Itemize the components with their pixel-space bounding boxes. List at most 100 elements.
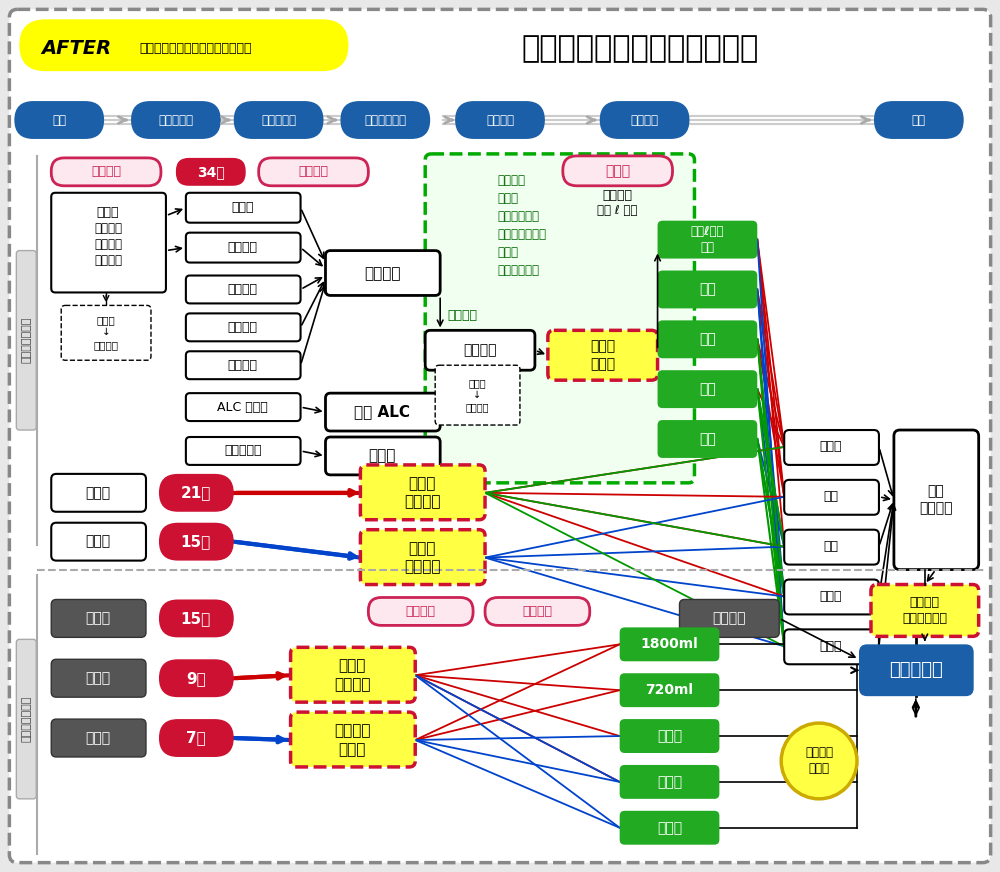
FancyBboxPatch shape (658, 270, 757, 309)
FancyBboxPatch shape (455, 101, 545, 139)
FancyBboxPatch shape (680, 599, 779, 637)
Text: 間接費: 間接費 (86, 535, 111, 548)
FancyBboxPatch shape (620, 627, 719, 661)
FancyBboxPatch shape (176, 158, 246, 186)
Text: 実際単価: 実際単価 (405, 605, 435, 618)
FancyBboxPatch shape (186, 351, 301, 379)
Text: 製成数量: 製成数量 (447, 309, 477, 322)
FancyBboxPatch shape (9, 10, 991, 862)
Text: 手詰め: 手詰め (657, 775, 682, 789)
Text: 受入数: 受入数 (231, 201, 254, 215)
Text: 人件費を
的確に: 人件費を 的確に (805, 746, 833, 775)
Text: 15％: 15％ (181, 611, 211, 626)
FancyBboxPatch shape (186, 393, 301, 421)
FancyBboxPatch shape (435, 365, 520, 425)
Text: 瓶形状別
効率性: 瓶形状別 効率性 (334, 723, 371, 757)
FancyBboxPatch shape (159, 719, 234, 757)
FancyBboxPatch shape (51, 158, 161, 186)
Text: ロ号: ロ号 (699, 283, 716, 296)
Text: 製品別原価: 製品別原価 (889, 661, 943, 679)
Text: 資材価格: 資材価格 (713, 611, 746, 625)
Text: 製成見込数量: 製成見込数量 (497, 210, 539, 223)
FancyBboxPatch shape (159, 599, 234, 637)
Text: 本醸造: 本醸造 (820, 590, 842, 603)
Text: 詰口: 詰口 (912, 113, 926, 126)
Text: 原料受払簿: 原料受払簿 (224, 445, 261, 458)
Text: 原料玄米: 原料玄米 (94, 222, 122, 235)
Text: 仕込配合表詳細: 仕込配合表詳細 (497, 228, 546, 242)
Text: 仕込別
酒種別: 仕込別 酒種別 (590, 339, 615, 371)
Text: 人件費: 人件費 (86, 486, 111, 500)
FancyBboxPatch shape (485, 597, 590, 625)
FancyBboxPatch shape (620, 765, 719, 799)
Circle shape (781, 723, 857, 799)
FancyBboxPatch shape (859, 644, 974, 696)
FancyBboxPatch shape (784, 630, 879, 664)
FancyBboxPatch shape (894, 430, 979, 569)
FancyBboxPatch shape (259, 158, 368, 186)
Text: 原料白米: 原料白米 (228, 283, 258, 296)
Text: 移動平均: 移動平均 (299, 166, 329, 179)
Text: 人件費: 人件費 (86, 671, 111, 685)
Text: 容器別
作業負荷: 容器別 作業負荷 (334, 658, 371, 692)
FancyBboxPatch shape (19, 19, 348, 72)
Text: 費用別
配賦基準: 費用別 配賦基準 (404, 541, 440, 575)
Text: パック: パック (657, 729, 682, 743)
Text: 拍数量
↓
副産物に: 拍数量 ↓ 副産物に (465, 378, 489, 412)
Text: AFTER: AFTER (41, 38, 111, 58)
FancyBboxPatch shape (425, 153, 694, 483)
FancyBboxPatch shape (51, 599, 146, 637)
FancyBboxPatch shape (784, 480, 879, 514)
Text: 15％: 15％ (181, 535, 211, 549)
Text: 米ぬか
↓
副産物に: 米ぬか ↓ 副産物に (94, 315, 119, 350)
FancyBboxPatch shape (325, 250, 440, 296)
FancyBboxPatch shape (658, 420, 757, 458)
FancyBboxPatch shape (51, 193, 166, 292)
FancyBboxPatch shape (131, 101, 221, 139)
FancyBboxPatch shape (14, 101, 104, 139)
Text: 720ml: 720ml (646, 683, 694, 698)
FancyBboxPatch shape (563, 156, 673, 186)
Text: 受入単価: 受入単価 (228, 241, 258, 254)
FancyBboxPatch shape (658, 221, 757, 259)
Text: 材料費: 材料費 (86, 611, 111, 625)
FancyBboxPatch shape (159, 473, 234, 512)
FancyBboxPatch shape (620, 811, 719, 845)
Text: 検定せん: 検定せん (486, 113, 514, 126)
Text: 間接費: 間接費 (86, 731, 111, 745)
Text: 原料合計: 原料合計 (463, 344, 497, 358)
Text: 普通酒: 普通酒 (820, 640, 842, 653)
Text: ALC 移動簿: ALC 移動簿 (217, 400, 268, 413)
FancyBboxPatch shape (51, 659, 146, 698)
Text: 詰口原価報告書: 詰口原価報告書 (21, 696, 31, 742)
Text: 吟醸: 吟醸 (824, 490, 839, 503)
FancyBboxPatch shape (784, 430, 879, 465)
Text: 乳酸等: 乳酸等 (369, 448, 396, 463)
FancyBboxPatch shape (291, 712, 415, 767)
Text: 液酒ℓ単価
イ号: 液酒ℓ単価 イ号 (691, 225, 724, 254)
Text: ハートコンピューターの原価計算: ハートコンピューターの原価計算 (140, 42, 252, 55)
FancyBboxPatch shape (234, 101, 323, 139)
FancyBboxPatch shape (784, 580, 879, 615)
FancyBboxPatch shape (186, 276, 301, 303)
Text: 購入単価: 購入単価 (94, 254, 122, 267)
Text: 21％: 21％ (181, 486, 211, 501)
Text: ろ過火入: ろ過火入 (631, 113, 659, 126)
FancyBboxPatch shape (600, 101, 689, 139)
Text: 添加 ALC: 添加 ALC (354, 405, 410, 419)
FancyBboxPatch shape (360, 529, 485, 584)
Text: 予算値: 予算値 (605, 164, 630, 178)
FancyBboxPatch shape (186, 437, 301, 465)
FancyBboxPatch shape (51, 522, 146, 561)
Text: 実際単価: 実際単価 (91, 166, 121, 179)
Text: ニ号: ニ号 (699, 382, 716, 396)
FancyBboxPatch shape (425, 330, 535, 371)
Text: もろみ経過簿: もろみ経過簿 (364, 113, 406, 126)
FancyBboxPatch shape (871, 584, 979, 637)
Text: 米品種: 米品種 (497, 246, 518, 259)
FancyBboxPatch shape (325, 437, 440, 475)
FancyBboxPatch shape (340, 101, 430, 139)
FancyBboxPatch shape (360, 465, 485, 520)
Text: 酒造メーカー様での原価構成: 酒造メーカー様での原価構成 (521, 34, 758, 63)
Text: 純米: 純米 (824, 540, 839, 553)
